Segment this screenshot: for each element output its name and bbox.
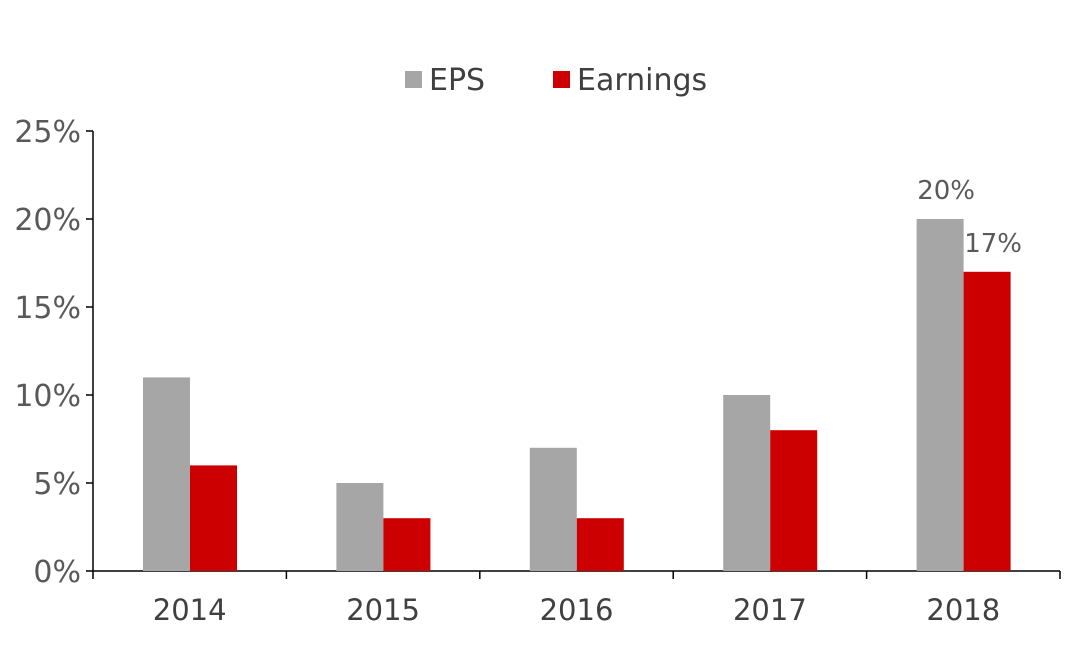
bar-eps-2014 <box>143 377 190 571</box>
data-label-earnings-2018: 17% <box>964 229 1022 259</box>
y-tick-label: 0% <box>33 555 81 590</box>
bar-earnings-2015 <box>383 518 431 571</box>
x-tick-label: 2018 <box>926 593 1000 627</box>
bar-earnings-2014 <box>190 465 237 571</box>
legend-label-earnings: Earnings <box>577 63 707 98</box>
x-tick-label: 2016 <box>540 593 614 627</box>
y-tick-label: 20% <box>14 203 81 238</box>
y-tick-label: 10% <box>14 379 81 414</box>
y-tick-label: 15% <box>14 291 81 326</box>
legend-label-eps: EPS <box>429 63 485 98</box>
legend-swatch-eps <box>405 71 422 88</box>
data-label-eps-2018: 20% <box>917 176 975 206</box>
x-tick-label: 2014 <box>153 593 227 627</box>
x-axis: 2014 2015 2016 2017 2018 <box>92 570 1061 627</box>
y-tick-label: 25% <box>14 115 81 150</box>
bars <box>143 219 1011 571</box>
legend-swatch-earnings <box>553 71 570 88</box>
x-tick-label: 2015 <box>346 593 420 627</box>
bar-earnings-2018 <box>963 271 1011 571</box>
bar-eps-2018 <box>916 219 964 571</box>
bar-earnings-2016 <box>576 518 624 571</box>
y-axis: 0% 5% 10% 15% 20% 25% <box>14 115 94 590</box>
x-tick-label: 2017 <box>733 593 807 627</box>
bar-earnings-2017 <box>770 430 818 571</box>
data-labels: 20% 17% <box>917 176 1022 259</box>
legend: EPS Earnings <box>405 63 707 98</box>
bar-eps-2015 <box>336 483 384 571</box>
bar-eps-2017 <box>723 395 771 571</box>
y-tick-label: 5% <box>33 467 81 502</box>
bar-eps-2016 <box>529 447 577 571</box>
